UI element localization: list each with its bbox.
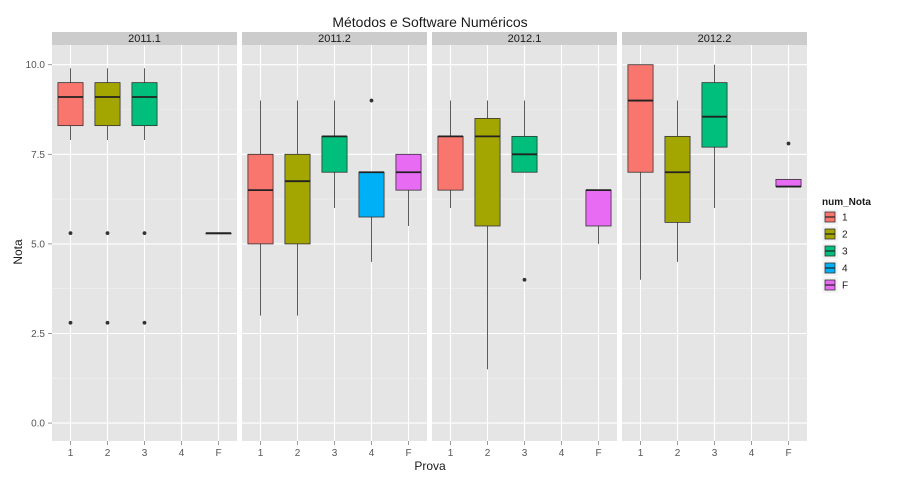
box-F: [395, 153, 422, 226]
x-tick-label: F: [595, 448, 601, 459]
box-rect: [664, 135, 691, 223]
box-1: [627, 64, 654, 280]
box-rect: [358, 171, 385, 218]
x-tick-label: 2: [485, 448, 491, 459]
box-3: [131, 68, 158, 325]
y-tick-label: 2.5: [31, 329, 45, 340]
x-axis-title: Prova: [414, 459, 446, 473]
box-F: [775, 141, 802, 188]
x-tick-label: F: [405, 448, 411, 459]
facet-panel: 2011.2 1 2 3 4 F: [242, 32, 427, 459]
y-axis: 0.0 2.5 5.0 7.5 10.0: [26, 60, 52, 430]
x-tick-label: 3: [712, 448, 718, 459]
x-tick-label: 4: [179, 448, 185, 459]
x-tick-label: 3: [332, 448, 338, 459]
box-3: [511, 100, 538, 282]
chart-title: Métodos e Software Numéricos: [332, 14, 527, 30]
facet-strip-label: 2011.1: [128, 33, 161, 45]
facet-strip: [242, 32, 427, 45]
facet-strip-label: 2011.2: [318, 33, 351, 45]
outlier-point: [522, 277, 527, 282]
legend-entry-2: 2: [821, 225, 848, 243]
x-tick-label: 1: [448, 448, 454, 459]
x-tick-label: 3: [522, 448, 528, 459]
box-2: [664, 100, 691, 262]
box-4: [358, 98, 385, 262]
x-tick-label: 4: [559, 448, 565, 459]
legend: num_Nota 1 2 3 4 F: [821, 197, 871, 294]
x-tick-label: F: [785, 448, 791, 459]
box-2: [284, 100, 311, 316]
x-tick-label: 1: [638, 448, 644, 459]
box-2: [474, 100, 501, 370]
box-3: [321, 100, 348, 209]
box-2: [94, 68, 121, 325]
legend-entry-F: F: [821, 276, 848, 294]
x-tick-label: 4: [749, 448, 755, 459]
x-tick-label: 4: [369, 448, 375, 459]
x-tick-label: 3: [142, 448, 148, 459]
box-1: [437, 100, 464, 209]
outlier-point: [68, 320, 73, 325]
x-tick-label: F: [215, 448, 221, 459]
facet-panel: 2012.1 1 2 3 4 F: [432, 32, 617, 459]
legend-label: 4: [842, 264, 848, 275]
box-rect: [131, 82, 158, 127]
outlier-point: [105, 231, 110, 236]
y-tick-label: 7.5: [31, 150, 45, 161]
outlier-point: [142, 231, 147, 236]
facet-panel: 2011.1 1 2 3 4 F: [52, 32, 237, 459]
legend-title: num_Nota: [822, 197, 871, 208]
box-rect: [284, 153, 311, 245]
x-tick-label: 2: [105, 448, 111, 459]
box-rect: [57, 82, 84, 127]
facet-strip: [432, 32, 617, 45]
outlier-point: [786, 141, 791, 146]
box-rect: [94, 82, 121, 127]
facet-strip-label: 2012.2: [698, 33, 732, 45]
box-rect: [775, 178, 802, 187]
legend-entry-4: 4: [821, 259, 848, 277]
box-rect: [701, 82, 728, 148]
y-tick-label: 10.0: [26, 60, 46, 71]
x-tick-label: 1: [68, 448, 74, 459]
legend-entry-1: 1: [821, 208, 848, 226]
box-F: [585, 189, 612, 244]
x-tick-label: 2: [295, 448, 301, 459]
legend-entry-3: 3: [821, 242, 848, 260]
x-tick-label: 2: [675, 448, 681, 459]
y-tick-label: 0.0: [31, 419, 45, 430]
facet-strip: [622, 32, 807, 45]
facet-panel: 2012.2 1 2 3 4 F: [622, 32, 807, 459]
facet-panels: 2011.1 1 2 3 4 F 2011.2 1 2 3 4 F 2012.1 1 2 3 4 F 2012.2 1…: [52, 32, 807, 459]
box-rect: [321, 135, 348, 173]
facet-strip-label: 2012.1: [508, 33, 542, 45]
box-rect: [585, 189, 612, 227]
outlier-point: [68, 231, 73, 236]
box-F: [205, 232, 232, 235]
legend-label: 2: [842, 230, 848, 241]
box-rect: [474, 118, 501, 227]
facet-strip: [52, 32, 237, 45]
box-rect: [247, 153, 274, 245]
y-tick-label: 5.0: [31, 239, 45, 250]
outlier-point: [369, 98, 374, 103]
y-axis-title: Nota: [11, 239, 25, 265]
outlier-point: [105, 320, 110, 325]
box-1: [57, 68, 84, 325]
box-rect: [627, 64, 654, 173]
outlier-point: [142, 320, 147, 325]
box-1: [247, 100, 274, 316]
legend-label: F: [842, 281, 848, 292]
legend-label: 1: [842, 213, 848, 224]
x-tick-label: 1: [258, 448, 264, 459]
legend-label: 3: [842, 247, 848, 258]
box-3: [701, 64, 728, 209]
box-rect: [437, 135, 464, 191]
